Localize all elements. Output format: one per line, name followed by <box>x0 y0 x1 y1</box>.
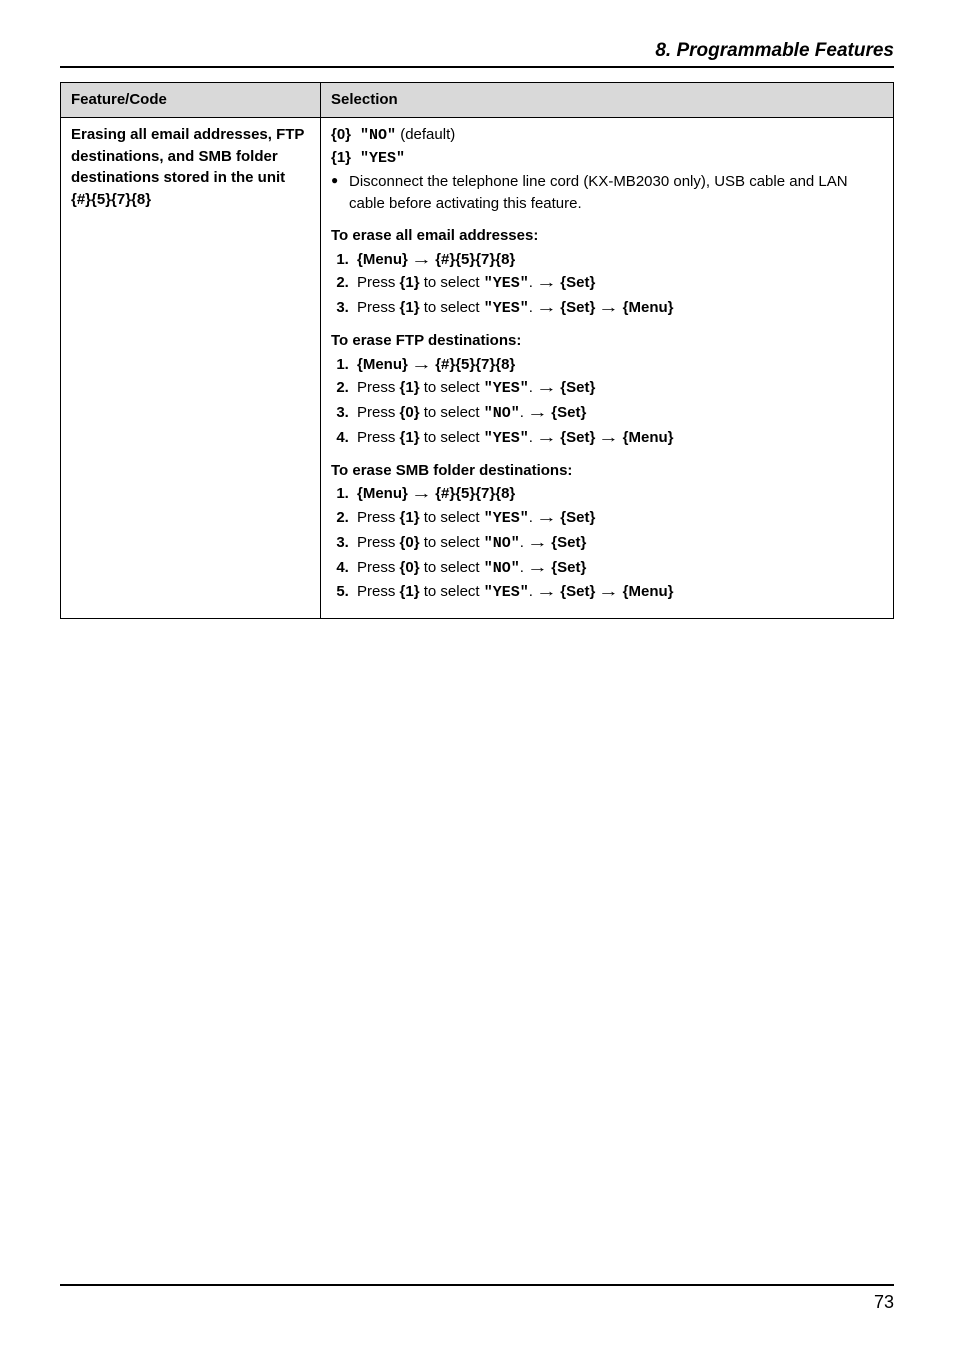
option-0: {0} "NO" (default) <box>331 124 883 147</box>
table-row: Erasing all email addresses, FTP destina… <box>61 117 894 618</box>
step: {Menu} → {#}{5}{7}{8} <box>353 354 883 376</box>
sec3-title: To erase SMB folder destinations: <box>331 460 883 482</box>
header-selection: Selection <box>321 83 894 118</box>
step: Press {0} to select "NO". → {Set} <box>353 402 883 425</box>
table-header-row: Feature/Code Selection <box>61 83 894 118</box>
step: Press {1} to select "YES". → {Set} <box>353 377 883 400</box>
step: Press {0} to select "NO". → {Set} <box>353 557 883 580</box>
arrow-icon: → <box>411 354 432 376</box>
step: Press {1} to select "YES". → {Set} → {Me… <box>353 581 883 604</box>
page-header: 8. Programmable Features <box>60 40 894 68</box>
arrow-icon: → <box>527 402 548 424</box>
page-footer: 73 <box>60 1284 894 1313</box>
arrow-icon: → <box>411 483 432 505</box>
arrow-icon: → <box>598 297 619 319</box>
note-item: Disconnect the telephone line cord (KX-M… <box>331 171 883 215</box>
arrow-icon: → <box>598 581 619 603</box>
sec2-title: To erase FTP destinations: <box>331 330 883 352</box>
section-title: 8. Programmable Features <box>60 40 894 62</box>
step: {Menu} → {#}{5}{7}{8} <box>353 483 883 505</box>
sec3-steps: {Menu} → {#}{5}{7}{8} Press {1} to selec… <box>331 483 883 604</box>
arrow-icon: → <box>411 249 432 271</box>
page-number: 73 <box>874 1292 894 1312</box>
arrow-icon: → <box>598 427 619 449</box>
arrow-icon: → <box>536 297 557 319</box>
step: Press {1} to select "YES". → {Set} → {Me… <box>353 427 883 450</box>
sec1-title: To erase all email addresses: <box>331 225 883 247</box>
sec1-steps: {Menu} → {#}{5}{7}{8} Press {1} to selec… <box>331 249 883 320</box>
option-1: {1} "YES" <box>331 147 883 170</box>
step: {Menu} → {#}{5}{7}{8} <box>353 249 883 271</box>
arrow-icon: → <box>536 581 557 603</box>
step: Press {1} to select "YES". → {Set} → {Me… <box>353 297 883 320</box>
selection-cell: {0} "NO" (default) {1} "YES" Disconnect … <box>321 117 894 618</box>
note-list: Disconnect the telephone line cord (KX-M… <box>331 171 883 215</box>
feature-code: {#}{5}{7}{8} <box>71 189 310 211</box>
feature-cell: Erasing all email addresses, FTP destina… <box>61 117 321 618</box>
arrow-icon: → <box>536 272 557 294</box>
step: Press {1} to select "YES". → {Set} <box>353 272 883 295</box>
step: Press {1} to select "YES". → {Set} <box>353 507 883 530</box>
arrow-icon: → <box>536 377 557 399</box>
arrow-icon: → <box>536 507 557 529</box>
sec2-steps: {Menu} → {#}{5}{7}{8} Press {1} to selec… <box>331 354 883 450</box>
step: Press {0} to select "NO". → {Set} <box>353 532 883 555</box>
feature-table: Feature/Code Selection Erasing all email… <box>60 82 894 619</box>
arrow-icon: → <box>536 427 557 449</box>
arrow-icon: → <box>527 532 548 554</box>
feature-title: Erasing all email addresses, FTP destina… <box>71 124 310 189</box>
arrow-icon: → <box>527 557 548 579</box>
header-feature-code: Feature/Code <box>61 83 321 118</box>
